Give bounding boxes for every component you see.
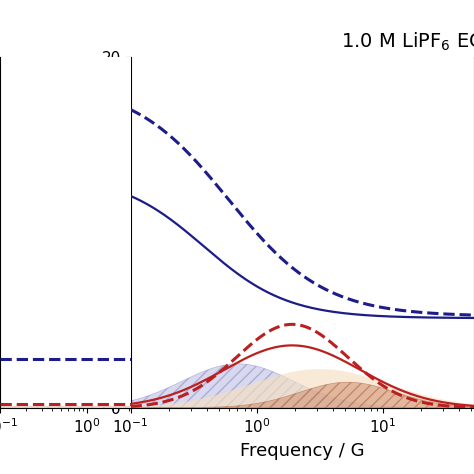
Text: 1.0 M LiPF$_6$ EC:E: 1.0 M LiPF$_6$ EC:E <box>341 31 474 53</box>
X-axis label: Frequency / G: Frequency / G <box>240 442 365 460</box>
